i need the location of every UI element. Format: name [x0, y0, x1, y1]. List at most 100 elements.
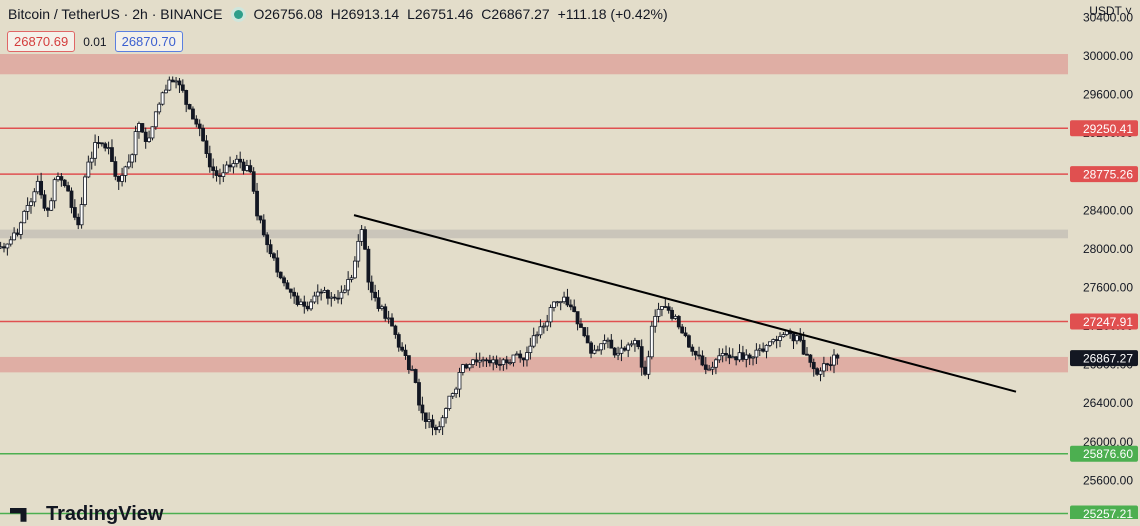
- candle-body: [413, 369, 418, 383]
- candle-body: [0, 246, 3, 249]
- candle-body: [707, 368, 712, 371]
- candle-body: [164, 89, 168, 94]
- y-tick-label: 28400.00: [1083, 203, 1133, 217]
- candle-body: [261, 219, 266, 236]
- candle-body: [309, 301, 313, 310]
- last-price-label: 26867.27: [1083, 352, 1133, 366]
- level-label: 27247.91: [1083, 315, 1133, 329]
- candle-body: [137, 123, 141, 133]
- open-value: 26756.08: [264, 6, 323, 22]
- candle-body: [143, 131, 148, 142]
- candle-body: [228, 164, 232, 168]
- candle-body: [207, 153, 212, 168]
- tradingview-logo: TradingView: [10, 503, 163, 526]
- order-bar: 26870.69 0.01 26870.70: [7, 31, 183, 52]
- candle-body: [390, 317, 394, 327]
- candle-body: [56, 176, 60, 181]
- candle-body: [744, 354, 749, 360]
- candle-body: [724, 353, 728, 356]
- candle-body: [548, 307, 553, 323]
- candle-body: [727, 354, 732, 359]
- candle-body: [626, 344, 631, 351]
- candle-body: [487, 359, 492, 364]
- candle-body: [231, 163, 236, 168]
- symbol-title[interactable]: Bitcoin / TetherUS · 2h · BINANCE: [8, 6, 223, 22]
- candle-body: [504, 359, 509, 364]
- candle-body: [656, 308, 661, 317]
- candle-body: [666, 306, 671, 311]
- candle-body: [552, 301, 556, 308]
- candle-body: [791, 333, 796, 342]
- candle-body: [592, 349, 597, 354]
- candle-body: [646, 356, 651, 375]
- candle-body: [450, 393, 455, 397]
- candle-body: [767, 341, 772, 346]
- candle-body: [359, 229, 364, 242]
- candlesticks: [0, 76, 840, 436]
- candle-body: [511, 354, 516, 364]
- candle-body: [302, 301, 307, 307]
- candle-body: [737, 352, 742, 361]
- axis-background: [1068, 0, 1140, 519]
- candle-body: [265, 234, 270, 246]
- candle-body: [2, 246, 6, 249]
- candle-body: [332, 296, 337, 299]
- candle-body: [811, 361, 816, 370]
- candle-body: [184, 90, 189, 105]
- candle-body: [572, 306, 577, 312]
- candle-body: [616, 352, 620, 356]
- candle-body: [565, 296, 570, 306]
- candle-body: [346, 279, 351, 291]
- candle-body: [366, 248, 371, 283]
- candle-body: [427, 419, 432, 422]
- candle-body: [602, 340, 607, 345]
- candle-body: [464, 364, 469, 369]
- candle-body: [481, 359, 486, 362]
- candle-body: [575, 311, 580, 325]
- candle-body: [177, 80, 182, 86]
- buy-button[interactable]: 26870.70: [114, 31, 183, 52]
- candle-body: [376, 297, 381, 309]
- candle-body: [761, 348, 766, 352]
- candle-body: [636, 340, 641, 347]
- currency-selector[interactable]: USDT ˅: [1089, 4, 1132, 18]
- candle-body: [15, 232, 20, 235]
- candle-body: [440, 417, 445, 428]
- candle-body: [494, 359, 499, 365]
- candle-body: [83, 176, 87, 205]
- candle-body: [498, 363, 502, 366]
- sell-button[interactable]: 26870.69: [7, 31, 76, 52]
- candle-body: [579, 323, 583, 328]
- candle-body: [187, 104, 192, 110]
- candle-body: [349, 277, 354, 280]
- candle-body: [599, 343, 604, 351]
- candle-body: [555, 301, 560, 304]
- candle-body: [373, 291, 378, 299]
- chart-legend: Bitcoin / TetherUS · 2h · BINANCE O26756.…: [8, 6, 668, 22]
- candle-body: [781, 334, 786, 338]
- candle-body: [798, 335, 803, 341]
- candle-body: [72, 207, 77, 218]
- candle-body: [45, 207, 50, 211]
- candle-body: [460, 364, 465, 373]
- candle-body: [582, 327, 587, 337]
- candle-body: [751, 356, 755, 359]
- candle-body: [130, 154, 135, 163]
- spread-value: 0.01: [83, 35, 107, 49]
- close-value: 26867.27: [491, 6, 550, 22]
- candle-body: [29, 201, 33, 206]
- candle-body: [299, 301, 303, 305]
- candle-body: [167, 79, 172, 91]
- candle-body: [815, 368, 820, 375]
- candle-body: [285, 282, 290, 290]
- price-axis[interactable]: 25600.0026000.0026400.0026800.0027200.00…: [1068, 0, 1140, 519]
- candle-body: [518, 353, 523, 359]
- candle-body: [140, 123, 145, 133]
- level-label-bg: [1070, 313, 1138, 330]
- candle-body: [525, 352, 529, 361]
- candle-body: [336, 297, 340, 300]
- y-tick-label: 27600.00: [1083, 280, 1133, 294]
- candle-body: [221, 172, 226, 177]
- level-label: 25876.60: [1083, 447, 1133, 461]
